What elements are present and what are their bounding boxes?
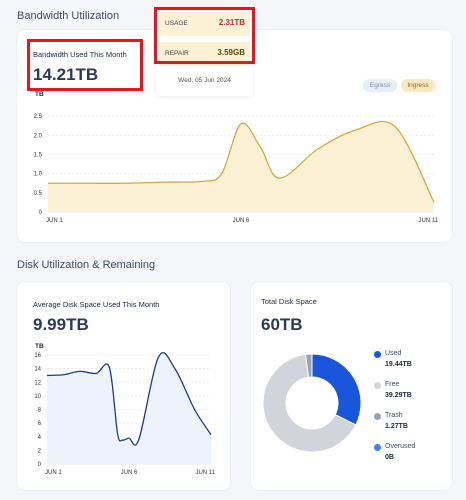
disk-section-title: Disk Utilization & Remaining	[17, 259, 156, 271]
y-tick-label: 0.5	[34, 191, 43, 197]
ingress-area	[48, 121, 434, 212]
y-tick-label: 2	[38, 448, 42, 454]
legend-egress-toggle[interactable]: Egress	[363, 79, 397, 92]
y-tick-label: 14	[34, 367, 41, 373]
x-tick-label: JUN 1	[45, 470, 62, 476]
total-disk-label: Total Disk Space	[261, 297, 317, 306]
bandwidth-y-unit: TB	[35, 91, 44, 98]
legend-dot	[374, 382, 381, 389]
y-tick-label: 1.5	[34, 153, 43, 159]
legend-dot	[374, 444, 381, 451]
y-tick-label: 8	[38, 408, 42, 414]
tooltip-usage-label: USAGE	[165, 20, 188, 27]
legend-dot	[374, 351, 381, 358]
legend-value: 1.27TB	[385, 423, 408, 430]
x-tick-label: JUN 1	[46, 218, 63, 224]
tooltip-date: Wed, 05 Jun 2024	[178, 77, 231, 84]
donut-slice-trash	[304, 353, 313, 378]
avg-disk-label: Average Disk Space Used This Month	[33, 300, 160, 309]
y-tick-label: 0	[39, 210, 43, 216]
disk-usage-line	[46, 351, 212, 446]
usage-row	[159, 12, 250, 36]
donut-slice-used	[311, 353, 362, 426]
legend-dot	[374, 413, 381, 420]
bandwidth-used-label: Bandwidth Used This Month	[33, 50, 127, 59]
legend-value: 0B	[385, 454, 394, 461]
legend-label: Trash	[385, 412, 403, 419]
y-tick-label: 6	[38, 421, 42, 427]
ingress-line	[47, 120, 435, 203]
total-disk-value: 60TB	[261, 315, 303, 334]
bandwidth-chart: 0 0.5 1.0 1.5 2.0 2.5 JUN 1 JUN 6 JUN 11 TB	[34, 91, 439, 224]
legend-label: Overused	[385, 443, 416, 450]
avg-disk-value: 9.99TB	[33, 315, 89, 334]
x-tick-label: JUN 6	[233, 218, 250, 224]
bandwidth-tooltip: USAGE 2.31TB REPAIR 3.59GB Wed, 05 Jun 2…	[156, 8, 253, 96]
y-tick-label: 2.5	[34, 114, 43, 120]
y-tick-label: 16	[34, 353, 41, 359]
tooltip-usage-value: 2.31TB	[218, 18, 245, 27]
tooltip-repair-value: 3.59GB	[217, 48, 245, 57]
bandwidth-used-value: 14.21TB	[33, 65, 99, 84]
disk-y-unit: TB	[35, 343, 44, 350]
x-tick-label: JUN 11	[195, 470, 215, 476]
y-tick-label: 0	[38, 462, 42, 468]
tooltip-repair-label: REPAIR	[165, 50, 189, 57]
y-tick-label: 4	[38, 435, 42, 441]
x-tick-label: JUN 6	[121, 470, 138, 476]
legend-value: 39.29TB	[385, 392, 412, 399]
bandwidth-section-title: Bandwidth Utilization	[17, 10, 120, 22]
legend-value: 19.44TB	[385, 361, 412, 368]
y-tick-label: 10	[34, 394, 41, 400]
legend-label: Used	[385, 350, 402, 357]
legend-label: Free	[385, 381, 400, 388]
x-tick-label: JUN 11	[418, 218, 438, 224]
y-tick-label: 12	[34, 380, 41, 386]
disk-usage-area	[47, 352, 211, 464]
donut-slice-free	[262, 353, 357, 453]
y-tick-label: 2.0	[34, 133, 43, 139]
legend-ingress-toggle[interactable]: Ingress	[401, 79, 435, 92]
y-tick-label: 1.0	[34, 172, 43, 178]
